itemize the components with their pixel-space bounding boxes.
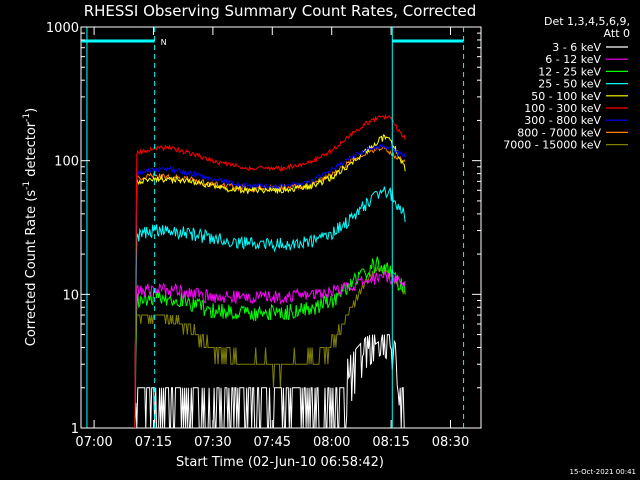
series-line [134, 134, 406, 429]
x-tick-label: 07:15 [135, 435, 172, 450]
series-line [134, 334, 406, 429]
y-axis-label: Corrected Count Rate (s-1 detector-1) [22, 108, 39, 346]
x-axis-label: Start Time (02-Jun-10 06:58:42) [176, 455, 384, 470]
y-axis-label-exponent-2: -1 [22, 113, 32, 122]
y-axis-label-middle: detector [24, 121, 39, 181]
legend-label: 3 - 6 keV [552, 41, 601, 54]
legend-label: 800 - 7000 keV [517, 126, 601, 139]
y-axis-label-main: Corrected Count Rate (s [24, 190, 39, 347]
legend-label: 50 - 100 keV [531, 90, 601, 103]
legend-label: 6 - 12 keV [545, 53, 601, 66]
y-axis-label-end: ) [24, 108, 39, 113]
x-tick-label: 08:15 [372, 435, 409, 450]
x-tick-label: 07:00 [75, 435, 112, 450]
series-line [134, 271, 406, 365]
plot-frame [80, 26, 482, 429]
y-tick-label: 10 [62, 288, 79, 303]
legend-label: 300 - 800 keV [524, 114, 601, 127]
plot-timestamp: 15-Oct-2021 00:41 [570, 468, 636, 476]
x-tick-label: 07:30 [194, 435, 231, 450]
x-tick-label: 08:00 [313, 435, 350, 450]
x-tick-label: 08:30 [432, 435, 469, 450]
y-tick-label: 1 [71, 422, 79, 437]
series-line [134, 143, 406, 429]
y-tick-label: 100 [54, 155, 79, 170]
legend-label: 100 - 300 keV [524, 102, 601, 115]
chart-title: RHESSI Observing Summary Count Rates, Co… [84, 2, 477, 20]
legend-label: 7000 - 15000 keV [503, 139, 601, 152]
legend-header-line: Det 1,3,4,5,6,9, [544, 15, 630, 28]
series-line [134, 265, 406, 429]
plot-area: N 07:00 07:15 07:30 07:45 08:00 08:15 08:30 1 10 1… [46, 21, 482, 450]
y-tick-label: 1000 [46, 21, 79, 36]
series-line [134, 256, 406, 375]
series-line [134, 186, 406, 429]
legend-header: Det 1,3,4,5,6,9,Att 0 [544, 15, 630, 40]
y-axis-label-exponent-1: -1 [22, 181, 32, 190]
night-flag-label: N [161, 38, 167, 47]
series-line [134, 113, 406, 429]
legend-header-line: Att 0 [604, 27, 630, 40]
legend-label: 12 - 25 keV [538, 65, 601, 78]
x-tick-label: 07:45 [254, 435, 291, 450]
legend-label: 25 - 50 keV [538, 78, 601, 91]
